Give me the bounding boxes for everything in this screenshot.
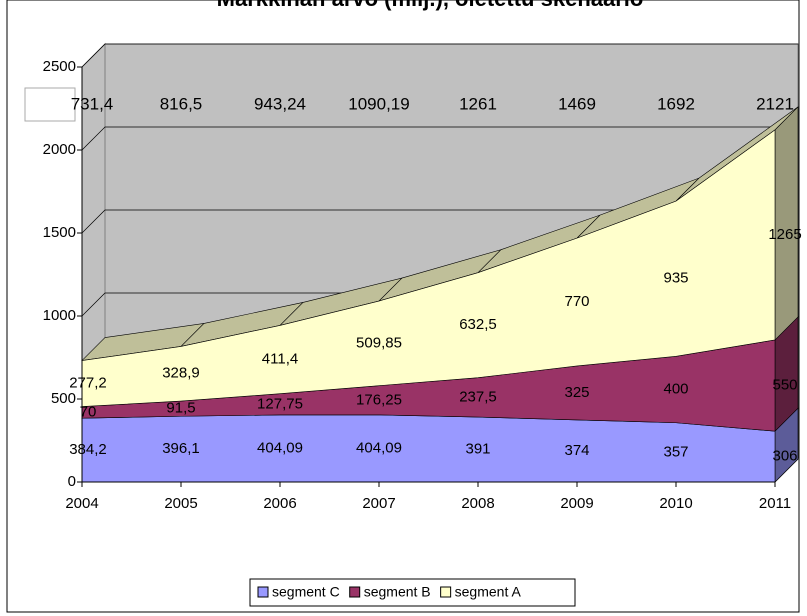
data-label: 70 [80,403,97,420]
data-label: 384,2 [69,441,107,458]
chart-title: Markkinan arvo (milj.), oletettu skenaar… [217,0,644,11]
totals-box [24,87,76,122]
legend-box [249,578,576,607]
y-tick-label: 1000 [43,307,76,324]
x-tick-label: 2005 [164,495,197,512]
total-label: 1261 [459,94,497,113]
data-label: 509,85 [356,334,402,351]
grid-line [81,209,798,234]
legend-label: segment B [364,584,431,600]
data-label: 411,4 [262,351,298,368]
data-label: 325 [564,384,589,401]
legend-label: segment A [455,584,522,600]
data-label: 935 [663,270,688,287]
data-label: 770 [564,293,589,310]
data-label: 374 [564,442,589,459]
total-label: 1692 [657,94,695,113]
total-label: 816,5 [160,94,203,113]
y-tick-label: 1500 [43,224,76,241]
y-tick-label: 2000 [43,141,76,158]
data-label: 404,09 [356,439,402,456]
data-label: 550 [772,377,797,394]
data-label: 127,75 [257,395,303,412]
x-tick-label: 2006 [263,495,296,512]
legend-swatch [257,586,269,598]
data-label: 400 [663,381,688,398]
y-tick-label: 0 [68,473,76,490]
grid-line [81,126,798,151]
x-tick-label: 2009 [560,495,593,512]
data-label: 237,5 [459,388,497,405]
total-label: 1090,19 [348,94,409,113]
area [81,129,776,407]
x-tick-label: 2007 [362,495,395,512]
data-label: 1265 [768,226,801,243]
total-label: 1469 [558,94,596,113]
legend-label: segment C [272,584,340,600]
data-label: 357 [663,443,688,460]
y-tick-label: 500 [51,390,76,407]
x-tick-label: 2008 [461,495,494,512]
x-tick-label: 2011 [759,495,791,512]
area-side [774,106,799,341]
data-label: 396,1 [162,440,200,457]
data-label: 391 [465,441,490,458]
x-tick-label: 2010 [659,495,692,512]
data-label: 404,09 [257,439,303,456]
y-tick-label: 2500 [43,58,76,75]
data-label: 277,2 [69,375,107,392]
x-tick-label: 2004 [65,495,98,512]
legend-swatch [349,586,361,598]
data-label: 176,25 [356,391,402,408]
data-label: 632,5 [459,316,497,333]
total-label: 2121 [756,94,794,113]
data-label: 328,9 [162,365,200,382]
data-label: 91,5 [166,400,195,417]
data-label: 306 [772,448,797,465]
grid-line [81,43,798,68]
total-label: 943,24 [254,94,306,113]
legend-swatch [440,586,452,598]
total-label: 731,4 [71,94,114,113]
